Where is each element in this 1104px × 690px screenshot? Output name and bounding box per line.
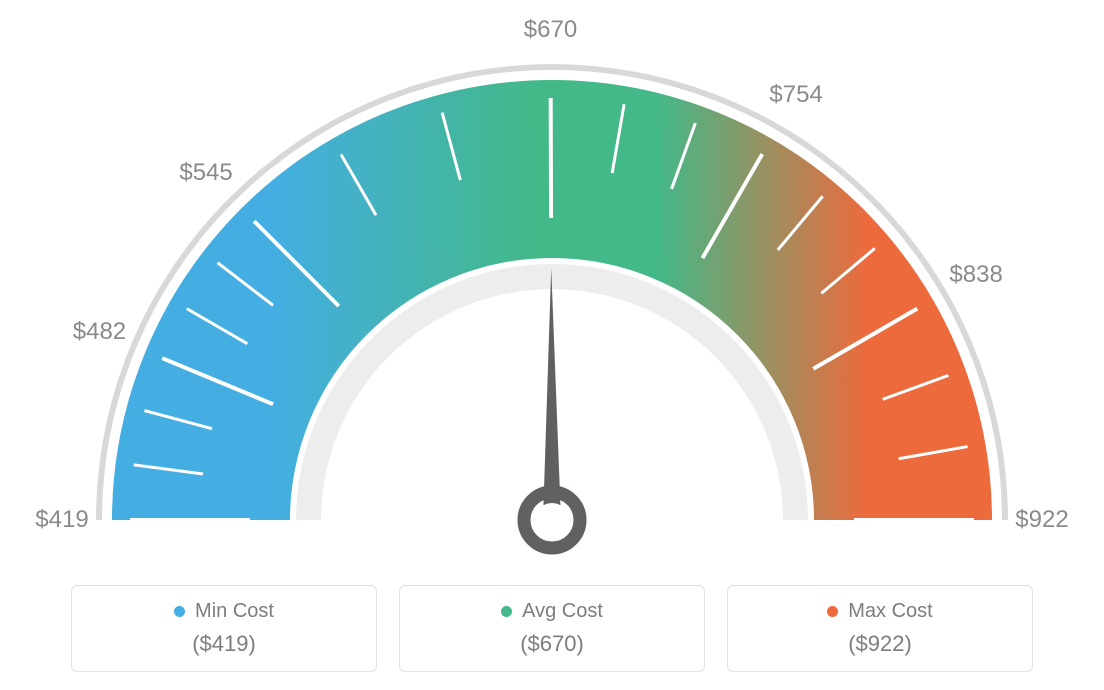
legend-value-min: ($419)	[72, 631, 376, 657]
dot-max-icon	[827, 606, 838, 617]
legend-value-avg: ($670)	[400, 631, 704, 657]
gauge-tick-label: $419	[35, 506, 88, 534]
legend-title-avg: Avg Cost	[522, 600, 603, 623]
dot-avg-icon	[501, 606, 512, 617]
gauge-tick-label: $482	[73, 318, 126, 346]
legend-value-max: ($922)	[728, 631, 1032, 657]
gauge-tick-label: $754	[769, 81, 822, 109]
legend-card-min: Min Cost ($419)	[71, 585, 377, 672]
gauge-tick-label: $670	[524, 16, 577, 44]
legend-row: Min Cost ($419) Avg Cost ($670) Max Cost…	[0, 585, 1104, 672]
legend-title-max: Max Cost	[848, 600, 932, 623]
cost-gauge-chart: $419 $482 $545 $670 $754 $838 $922	[0, 0, 1104, 560]
legend-card-avg: Avg Cost ($670)	[399, 585, 705, 672]
legend-card-max: Max Cost ($922)	[727, 585, 1033, 672]
legend-title-min: Min Cost	[195, 600, 274, 623]
gauge-tick-label: $838	[949, 261, 1002, 289]
gauge-tick-label: $545	[179, 159, 232, 187]
gauge-tick-label: $922	[1015, 506, 1068, 534]
dot-min-icon	[174, 606, 185, 617]
